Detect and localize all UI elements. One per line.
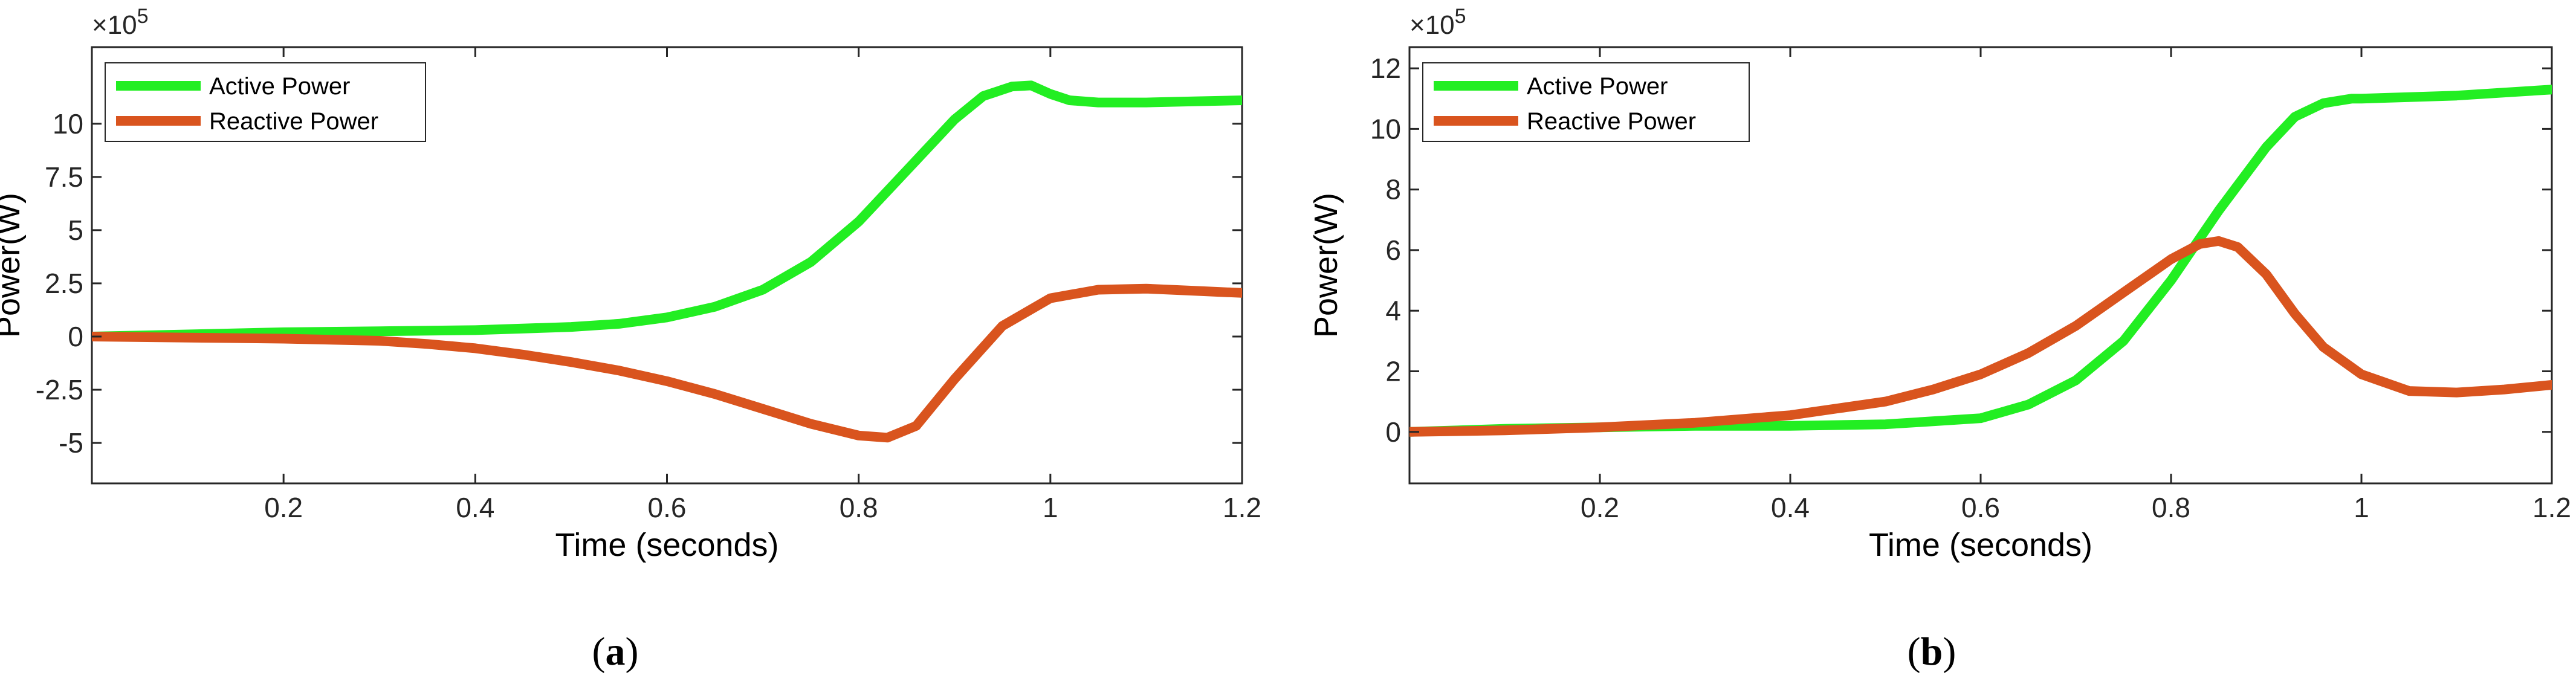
- y-exponent-base: ×10: [1409, 10, 1455, 40]
- y-tick-label: 10: [53, 108, 83, 140]
- y-tick-label: -2.5: [36, 374, 83, 405]
- x-tick-label: 0.8: [840, 492, 878, 523]
- y-tick-label: 4: [1385, 295, 1401, 326]
- legend-entry-label: Reactive Power: [1527, 108, 1696, 135]
- x-axis-label: Time (seconds): [1869, 527, 2092, 563]
- legend-entry-label: Active Power: [1527, 73, 1668, 100]
- x-tick-label: 0.6: [1961, 492, 2000, 523]
- panel-label-open-paren: (: [1908, 630, 1921, 674]
- legend-entry-label: Active Power: [209, 73, 350, 100]
- x-tick-label: 1.2: [1223, 492, 1261, 523]
- x-tick-label: 0.8: [2152, 492, 2190, 523]
- x-tick-label: 0.4: [456, 492, 494, 523]
- series-line-active-power: [92, 80, 1242, 341]
- y-tick-label: 0: [1385, 416, 1401, 448]
- series-line-active-power: [1409, 85, 2552, 437]
- y-exponent-power: 5: [137, 5, 149, 28]
- x-tick-label: 1.2: [2532, 492, 2571, 523]
- y-axis-label: Power(W): [0, 193, 27, 338]
- chart-panel-b: 0.2 0.4 0.6 0.8 1 1.2 0 2 4 6 8 10 12 ×105 Time (secon…: [1308, 5, 2571, 674]
- y-tick-label: 12: [1370, 53, 1401, 84]
- x-tick-label: 0.2: [264, 492, 303, 523]
- y-exponent-label: ×105: [1409, 5, 1466, 40]
- panel-label-open-paren: (: [592, 630, 606, 674]
- legend-entry-label: Reactive Power: [209, 108, 378, 135]
- y-tick-label: 7.5: [45, 161, 83, 193]
- y-exponent-power: 5: [1455, 5, 1466, 28]
- y-tick-label: 5: [68, 214, 83, 246]
- y-tick-label: -5: [59, 427, 83, 459]
- panel-label-letter: b: [1921, 630, 1943, 674]
- y-tick-label: 2: [1385, 355, 1401, 387]
- y-exponent-base: ×10: [92, 10, 137, 40]
- legend-box: [105, 62, 426, 142]
- x-axis-label: Time (seconds): [555, 527, 778, 563]
- x-tick-label: 0.6: [648, 492, 687, 523]
- panel-label-close-paren: ): [626, 630, 639, 674]
- chart-panel-a: 0.2 0.4 0.6 0.8 1 1.2-5-2.502.557.510×105Time…: [0, 5, 1261, 674]
- panel-label: (a): [592, 630, 639, 674]
- series-line-reactive-power: [92, 283, 1242, 443]
- y-tick-label: 2.5: [45, 268, 83, 299]
- x-tick-label: 1: [1043, 492, 1058, 523]
- y-exponent-label: ×105: [92, 5, 149, 40]
- y-tick-label: 8: [1385, 174, 1401, 205]
- panel-label: (b): [1908, 630, 1956, 674]
- legend-box: [1422, 62, 1750, 142]
- y-tick-label: 0: [68, 321, 83, 352]
- panel-label-letter: a: [606, 630, 626, 674]
- panel-label-close-paren: ): [1943, 630, 1956, 674]
- y-axis-label: Power(W): [1308, 193, 1344, 338]
- series-line-reactive-power: [1409, 236, 2552, 437]
- x-tick-label: 1: [2354, 492, 2369, 523]
- x-tick-label: 0.4: [1771, 492, 1810, 523]
- y-tick-label: 6: [1385, 234, 1401, 266]
- y-tick-label: 10: [1370, 113, 1401, 144]
- x-tick-label: 0.2: [1581, 492, 1619, 523]
